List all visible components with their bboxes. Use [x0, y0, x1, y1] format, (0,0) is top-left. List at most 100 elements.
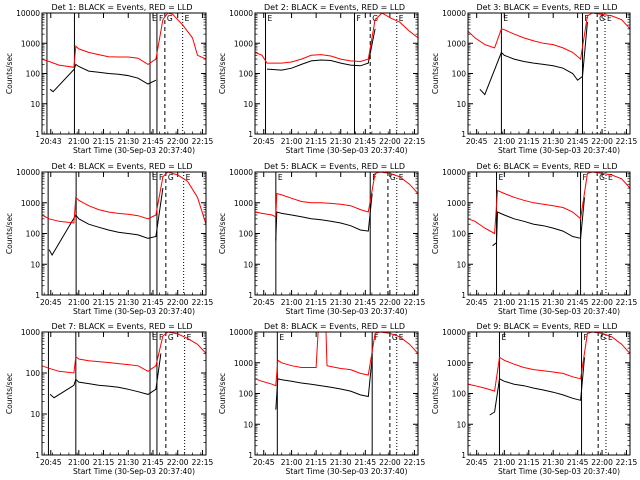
x-tick-label: 21:30	[330, 137, 352, 146]
x-tick-label: 21:30	[542, 137, 564, 146]
y-tick-label: 1000	[447, 39, 466, 48]
y-tick-label: 10	[456, 420, 466, 429]
series-line-lld	[41, 171, 207, 225]
y-tick-label: 1000	[234, 39, 253, 48]
x-axis-label: Start Time (30-Sep-03 20:37:40)	[498, 146, 620, 155]
y-tick-label: 10000	[442, 328, 466, 337]
time-marker-label: F	[374, 333, 378, 342]
time-marker-label: G	[392, 333, 398, 342]
plot-frame	[467, 12, 631, 135]
time-marker-label: F	[159, 14, 163, 23]
time-marker-label: G	[168, 333, 174, 342]
x-tick-label: 21:45	[354, 298, 376, 307]
series-line-events	[275, 357, 373, 410]
y-axis-label: Counts/sec	[5, 373, 14, 414]
y-tick-label: 100	[452, 230, 467, 239]
y-axis-label: Counts/sec	[218, 373, 227, 414]
x-tick-label: 21:15	[305, 137, 327, 146]
plot-panel-4: Det 4: BLACK = Events, RED = LLD Counts/s…	[5, 162, 213, 316]
x-tick-label: 21:00	[494, 458, 516, 467]
y-tick-label: 1	[248, 451, 253, 460]
x-tick-label: 20:45	[466, 298, 488, 307]
y-tick-label: 10	[456, 260, 466, 269]
time-marker-label: E	[152, 333, 157, 342]
time-marker-label: E	[279, 333, 284, 342]
y-tick-label: 100	[239, 230, 254, 239]
series-line-lld	[41, 331, 207, 374]
x-tick-label: 21:15	[93, 458, 115, 467]
y-tick-label: 100	[26, 369, 41, 378]
y-tick-label: 10	[243, 100, 253, 109]
x-tick-label: 22:00	[167, 137, 189, 146]
plot-title: Det 8: BLACK = Events, RED = LLD	[264, 322, 405, 331]
time-marker-label: G	[168, 173, 174, 182]
x-tick-label: 22:15	[404, 137, 426, 146]
plot-frame	[41, 331, 207, 456]
x-axis-label: Start Time (30-Sep-03 20:37:40)	[73, 146, 195, 155]
y-tick-label: 1000	[234, 359, 253, 368]
y-tick-label: 1000	[234, 199, 253, 208]
y-tick-label: 1	[461, 291, 466, 300]
x-tick-label: 21:00	[494, 137, 516, 146]
series-line-lld	[41, 12, 207, 68]
plot-frame	[41, 171, 207, 296]
x-tick-label: 21:30	[117, 298, 139, 307]
x-tick-label: 20:45	[253, 298, 275, 307]
x-tick-label: 21:00	[68, 137, 90, 146]
plot-panel-6: Det 6: BLACK = Events, RED = LLD Counts/s…	[431, 162, 638, 316]
x-tick-label: 21:45	[354, 137, 376, 146]
x-tick-label: 22:15	[616, 458, 638, 467]
y-tick-label: 1	[35, 291, 40, 300]
x-tick-label: 21:15	[518, 458, 540, 467]
y-tick-label: 1	[35, 130, 40, 139]
y-axis-label: Counts/sec	[5, 53, 14, 94]
series-line-events	[492, 197, 585, 247]
series-line-events	[479, 22, 588, 96]
x-tick-label: 22:15	[192, 298, 214, 307]
plot-panel-8: Det 8: BLACK = Events, RED = LLD Counts/s…	[218, 322, 425, 476]
plot-panel-1: Det 1: BLACK = Events, RED = LLD Counts/s…	[5, 3, 213, 155]
y-tick-label: 10	[243, 260, 253, 269]
y-tick-label: 1	[461, 130, 466, 139]
time-marker-label: G	[390, 173, 396, 182]
x-tick-label: 21:30	[330, 458, 352, 467]
x-tick-label: 21:45	[354, 458, 376, 467]
time-marker-label: E	[607, 14, 612, 23]
y-tick-label: 1000	[21, 199, 40, 208]
x-tick-label: 22:00	[591, 458, 613, 467]
x-tick-label: 21:45	[567, 298, 589, 307]
y-tick-label: 1000	[447, 359, 466, 368]
time-marker-label: E	[399, 14, 404, 23]
x-tick-label: 21:00	[68, 298, 90, 307]
x-tick-label: 21:15	[93, 137, 115, 146]
series-line-events	[49, 63, 157, 93]
y-tick-label: 100	[452, 390, 467, 399]
x-tick-label: 22:00	[167, 298, 189, 307]
x-tick-label: 20:43	[40, 137, 62, 146]
x-tick-label: 20:45	[466, 458, 488, 467]
x-tick-label: 21:15	[305, 298, 327, 307]
plot-panel-5: Det 5: BLACK = Events, RED = LLD Counts/s…	[218, 162, 425, 316]
time-marker-label: G	[167, 14, 173, 23]
y-tick-label: 10000	[229, 328, 253, 337]
x-tick-label: 21:45	[567, 137, 589, 146]
time-marker-label: E	[499, 173, 504, 182]
time-marker-label: E	[608, 333, 613, 342]
plot-frame	[41, 12, 207, 135]
time-marker-label: E	[608, 173, 613, 182]
y-tick-label: 10000	[229, 168, 253, 177]
x-axis-label: Start Time (30-Sep-03 20:37:40)	[286, 467, 408, 476]
x-tick-label: 21:00	[494, 298, 516, 307]
plot-frame	[254, 331, 419, 456]
x-tick-label: 22:15	[192, 137, 214, 146]
y-axis-label: Counts/sec	[5, 213, 14, 254]
plot-title: Det 2: BLACK = Events, RED = LLD	[264, 3, 405, 12]
plot-panel-3: Det 3: BLACK = Events, RED = LLD Counts/s…	[431, 3, 638, 155]
plot-frame	[254, 171, 419, 296]
y-axis-label: Counts/sec	[431, 373, 440, 414]
y-tick-label: 100	[26, 70, 41, 79]
y-tick-label: 1	[248, 291, 253, 300]
time-marker-label: E	[268, 14, 273, 23]
y-axis-label: Counts/sec	[431, 213, 440, 254]
